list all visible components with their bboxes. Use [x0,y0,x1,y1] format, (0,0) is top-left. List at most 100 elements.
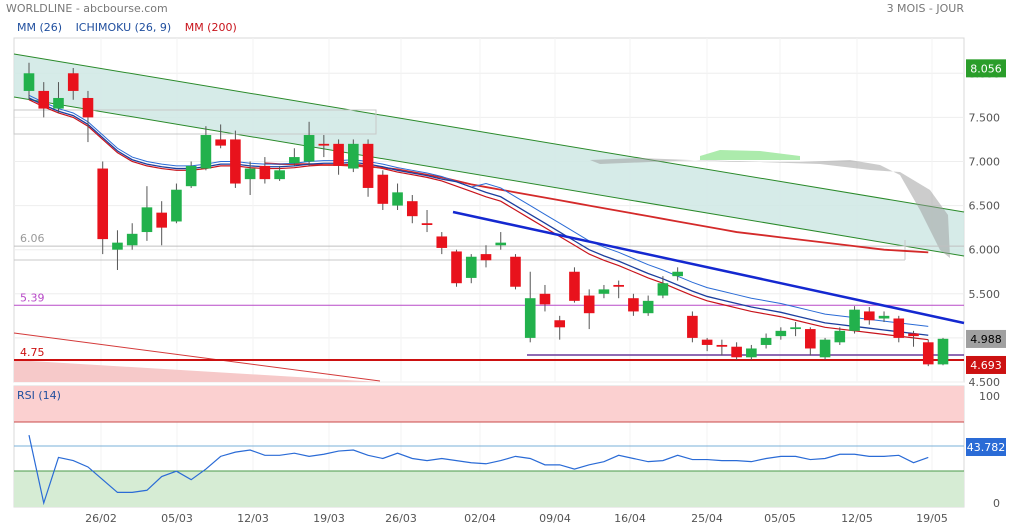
close-price-tag-label: 4.988 [970,333,1002,346]
candle-body [215,139,226,146]
level-label: 4.75 [20,346,45,359]
close-price-tag [966,329,1006,348]
candle-body [863,311,875,321]
x-tick-label: 02/04 [464,512,496,525]
trend-line-blue [452,210,965,325]
candle-body [274,170,285,180]
candle-body [200,135,212,169]
y-tick-label: 4.500 [969,376,1001,389]
candle-body [775,330,787,337]
rsi-overbought-zone [14,386,964,422]
low-price-tag-label: 4.693 [970,359,1002,372]
candle-body [406,201,418,217]
candle-body [185,165,197,187]
candle-body [318,143,330,146]
candle-body [539,293,551,305]
candle-body [421,223,433,225]
support-zone-fill [14,360,380,382]
candle-body [672,271,683,277]
candle-body [230,139,241,184]
candle-body [244,168,256,180]
candle-body [937,338,949,365]
range-box [13,109,377,135]
candle-body [23,73,35,91]
candle-body [849,309,860,331]
x-tick-label: 26/02 [85,512,117,525]
candle-body [569,271,580,301]
x-tick-label: 26/03 [385,512,417,525]
chart-header: WORLDLINE - abcbourse.com 3 MOIS - JOUR [0,0,1014,18]
rsi-tick-label: 100 [979,390,1000,403]
rsi-line [28,435,929,506]
chart-title: WORLDLINE - abcbourse.com [6,2,168,15]
candle-body [112,242,123,250]
candle-body [687,315,698,338]
candle-body [495,242,507,246]
candle-body [156,212,167,228]
candle-body [746,348,757,358]
mm200-line [264,162,929,254]
indicator-legend: MM (26) ICHIMOKU (26, 9) MM (200) [17,21,247,34]
y-tick-label: 5.500 [969,288,1001,301]
candle-body [451,251,462,284]
low-price-tag [966,355,1006,374]
candle-body [480,254,492,261]
candle-body [510,256,521,287]
candle-body [878,315,890,319]
rsi-oversold-zone [14,471,964,507]
candle-body [893,318,905,338]
rsi-value-label: 43.782 [967,441,1006,454]
x-tick-label: 05/03 [161,512,193,525]
level-label: 5.39 [20,291,45,304]
candle-body [613,284,624,287]
candle-body [362,143,374,188]
candle-body [524,298,536,338]
candle-body [171,189,182,222]
y-tick-label: 7.500 [969,111,1001,124]
rsi-legend: RSI (14) [17,389,61,402]
candle-body [289,157,300,164]
trend-channel-fill [14,54,964,256]
ichimoku-kijun-line [28,97,929,336]
candle-body [731,346,742,358]
candle-body [716,344,728,347]
x-tick-label: 09/04 [539,512,571,525]
candle-body [53,97,64,109]
support-diagonal-line [13,332,381,382]
x-tick-label: 19/03 [313,512,345,525]
x-tick-label: 12/05 [841,512,873,525]
candle-body [333,143,344,166]
rsi-tick-label: 0 [993,497,1000,510]
candle-body [126,233,138,246]
candle-body [392,192,403,206]
legend-mm200: MM (200) [184,21,237,34]
candle-body [97,168,109,240]
candle-body [82,97,94,118]
candle-body [554,320,566,328]
high-price-tag-label: 8.056 [970,62,1002,75]
high-price-tag [966,59,1006,78]
candle-body [348,143,359,169]
candle-body [436,236,448,248]
candle-body [67,73,79,91]
x-tick-label: 16/04 [614,512,646,525]
candle-body [38,90,50,109]
y-tick-label: 7.000 [969,155,1001,168]
candle-body [760,337,772,345]
ichimoku-cloud-bull [700,150,800,160]
candle-body [598,289,610,294]
level-label: 6.06 [20,232,45,245]
candle-body [805,329,816,349]
x-tick-label: 19/05 [916,512,948,525]
x-tick-label: 12/03 [237,512,269,525]
period-label: 3 MOIS - JOUR [886,2,964,15]
candle-body [259,165,271,180]
candle-body [465,256,477,278]
candle-body [642,300,654,314]
candle-body [303,135,315,162]
candle-body [834,330,846,343]
candle-body [701,339,713,345]
x-tick-label: 25/04 [691,512,723,525]
candle-body [908,333,919,337]
